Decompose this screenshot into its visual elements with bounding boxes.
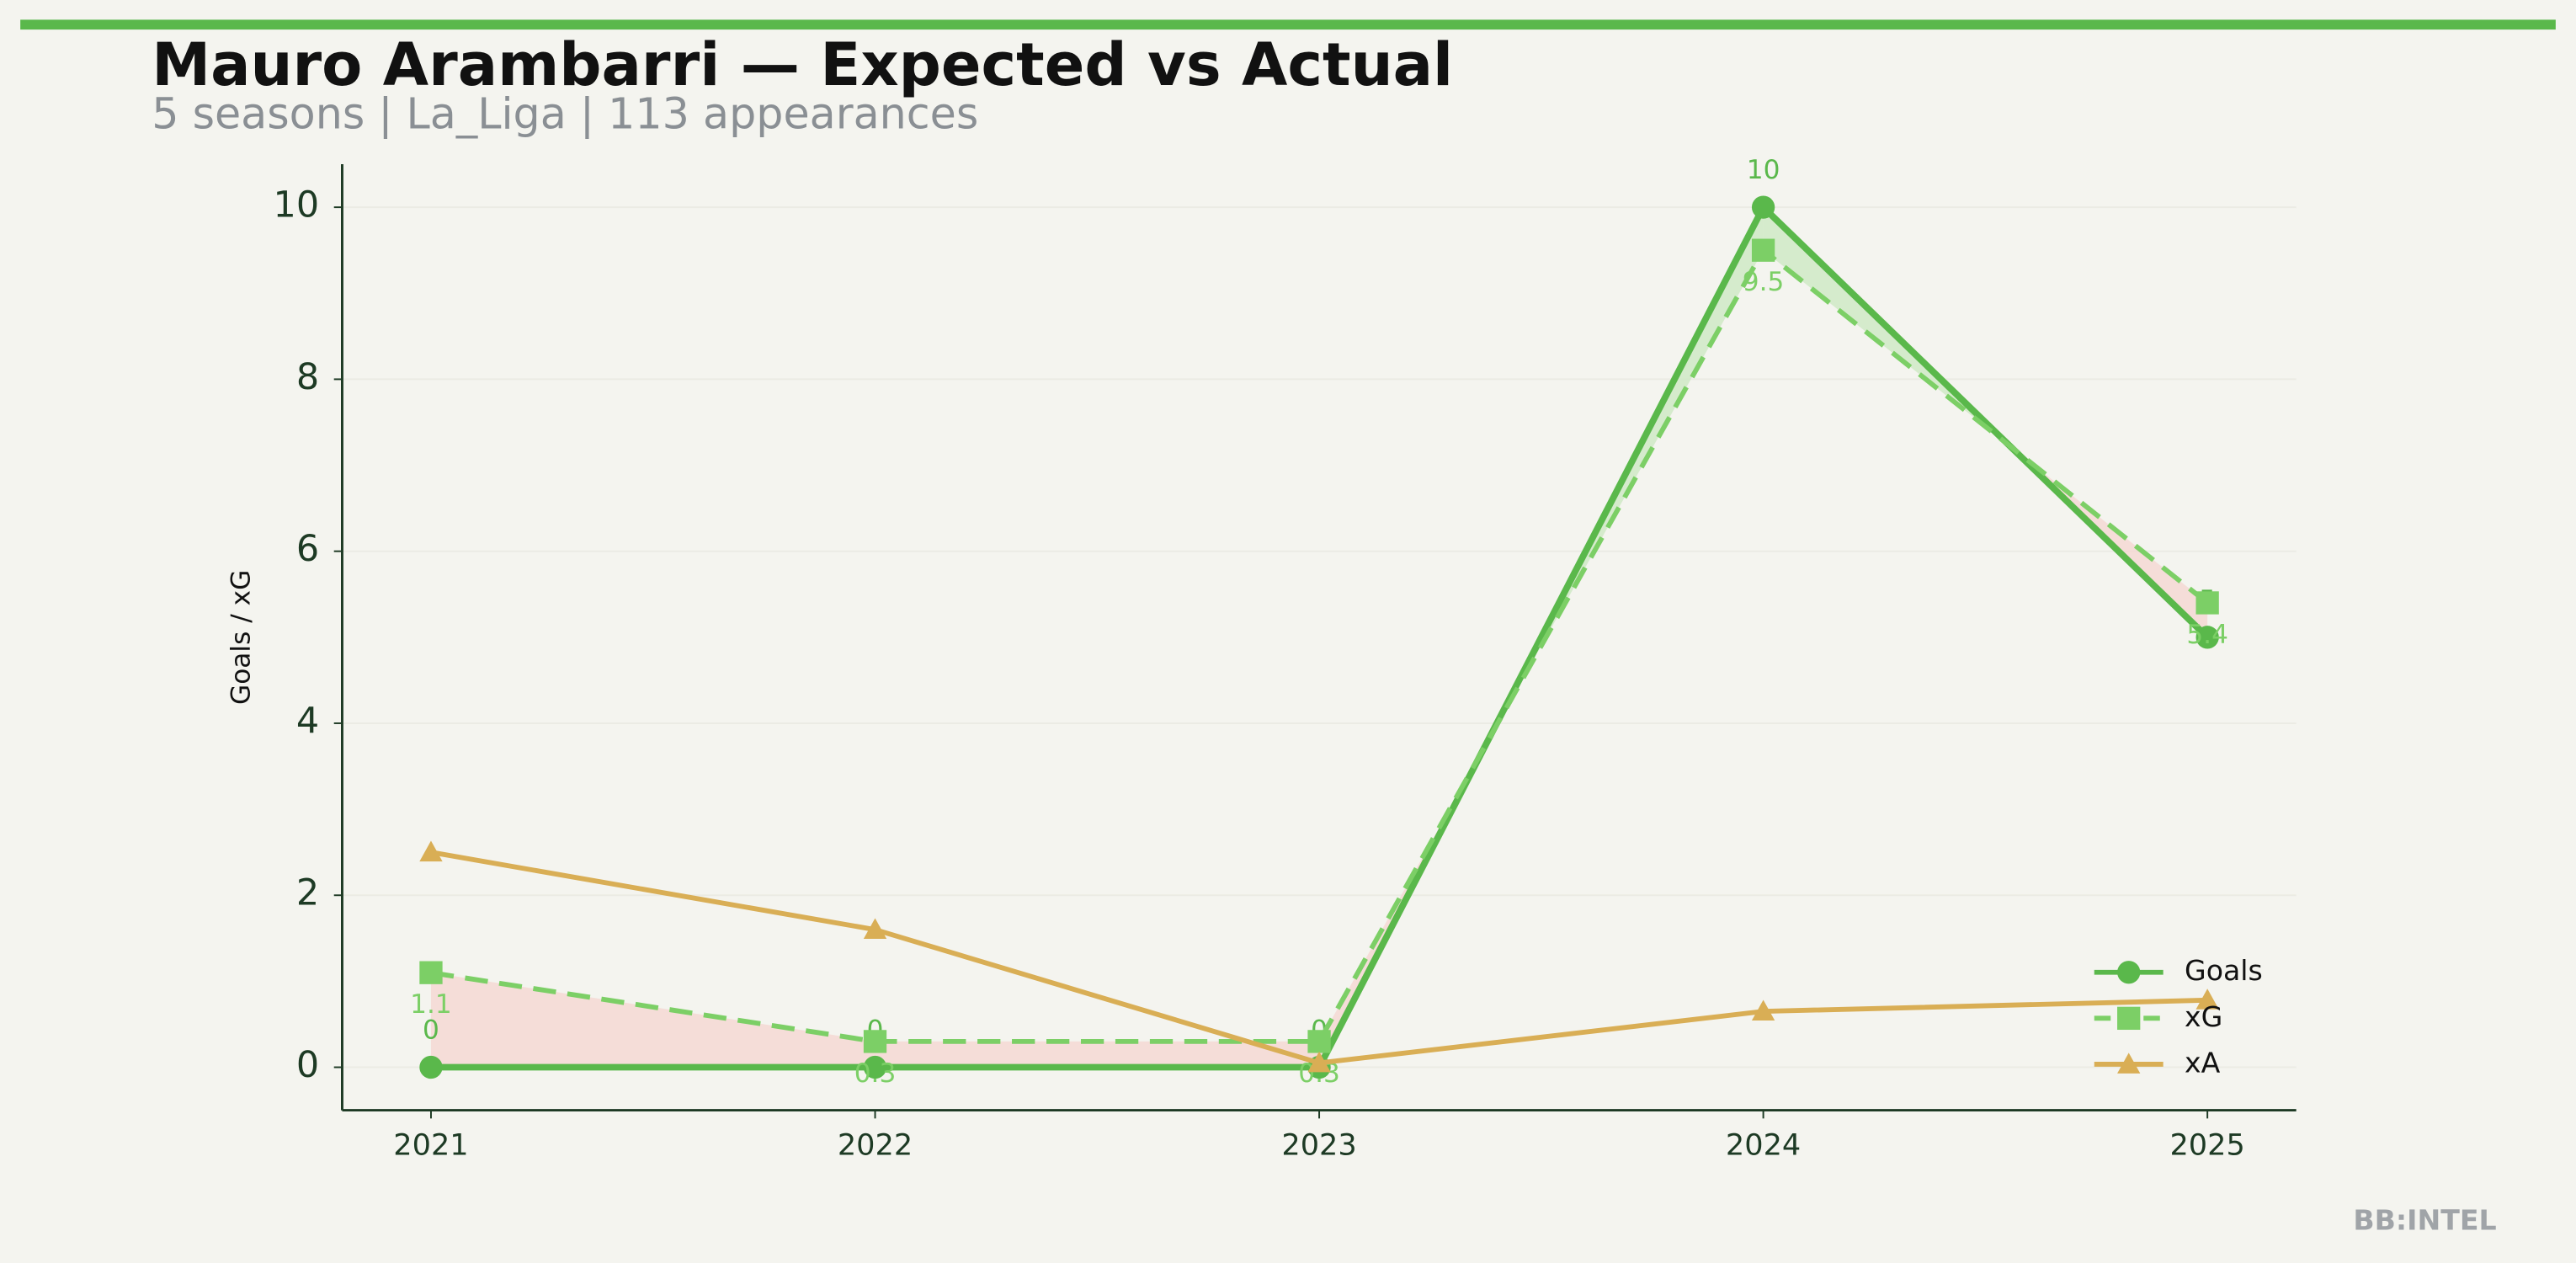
point bbox=[419, 1055, 443, 1079]
y-tick-label: 8 bbox=[296, 356, 319, 398]
y-tick-label: 2 bbox=[296, 872, 319, 914]
series-line bbox=[430, 201, 2210, 1071]
top-bar bbox=[20, 19, 2556, 30]
point bbox=[863, 918, 887, 940]
point bbox=[1751, 238, 1775, 262]
legend-label: Goals bbox=[2185, 954, 2263, 987]
y-tick-label: 6 bbox=[296, 528, 319, 570]
point bbox=[863, 1055, 887, 1079]
watermark: BB:INTEL bbox=[2353, 1204, 2496, 1237]
data-label: 1.1 bbox=[410, 989, 452, 1020]
y-tick-label: 0 bbox=[296, 1044, 319, 1086]
data-label: 0 bbox=[423, 1015, 439, 1046]
point bbox=[863, 1030, 887, 1053]
point bbox=[1751, 195, 1775, 219]
difference-fill bbox=[430, 973, 876, 1068]
point bbox=[419, 840, 443, 862]
data-label: 9.5 bbox=[1743, 267, 1785, 297]
chart-title: Mauro Arambarri — Expected vs Actual bbox=[152, 30, 1453, 99]
legend-label: xA bbox=[2185, 1046, 2221, 1079]
data-label: 0.3 bbox=[854, 1058, 897, 1089]
y-axis-label: Goals / xG bbox=[226, 570, 256, 705]
x-tick-label: 2025 bbox=[2169, 1128, 2244, 1163]
data-label: 5.4 bbox=[2186, 620, 2228, 650]
x-tick-label: 2024 bbox=[1726, 1128, 1801, 1163]
y-tick-label: 4 bbox=[296, 700, 319, 742]
difference-fill bbox=[875, 1041, 1320, 1068]
x-tick-label: 2021 bbox=[393, 1128, 468, 1163]
x-tick-label: 2023 bbox=[1281, 1128, 1356, 1163]
point bbox=[1751, 999, 1775, 1021]
legend-label: xG bbox=[2185, 1000, 2222, 1033]
legend-marker bbox=[2117, 1052, 2141, 1074]
point bbox=[1307, 1051, 1331, 1073]
point bbox=[2195, 626, 2219, 649]
point bbox=[419, 961, 443, 984]
x-tick-label: 2022 bbox=[838, 1128, 913, 1163]
y-tick-label: 10 bbox=[274, 184, 320, 226]
point bbox=[2195, 989, 2219, 1010]
legend-marker bbox=[2117, 1006, 2141, 1031]
legend-marker bbox=[2117, 961, 2141, 984]
point bbox=[1307, 1030, 1331, 1053]
data-label: 10 bbox=[1747, 155, 1780, 185]
series-line bbox=[430, 246, 2209, 1044]
chart-subtitle: 5 seasons | La_Liga | 113 appearances bbox=[152, 88, 978, 139]
point bbox=[2195, 591, 2219, 615]
